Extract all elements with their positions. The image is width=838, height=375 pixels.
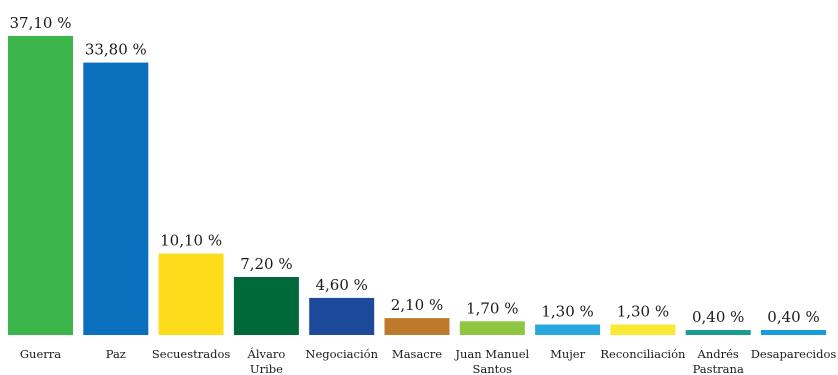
category-label-8: Reconciliación [600, 347, 686, 361]
value-label-5: 2,10 % [391, 296, 443, 314]
bar-4 [309, 297, 375, 335]
category-label-1: Paz [106, 347, 126, 361]
value-label-9: 0,40 % [692, 308, 744, 326]
value-label-3: 7,20 % [240, 255, 292, 273]
category-label-9-line-1: Pastrana [693, 362, 744, 375]
category-label-9-line-0: Andrés [697, 347, 739, 361]
category-label-6-line-1: Santos [473, 362, 513, 375]
bar-6 [459, 321, 525, 335]
value-label-2: 10,10 % [160, 232, 222, 250]
bar-0 [8, 36, 73, 335]
category-label-2: Secuestrados [152, 347, 230, 361]
bar-1 [83, 62, 149, 335]
bar-3 [233, 277, 299, 335]
category-label-3-line-1: Uribe [250, 362, 283, 375]
value-label-7: 1,30 % [541, 303, 593, 321]
bar-10 [761, 330, 826, 335]
category-label-6-line-0: Juan Manuel [454, 347, 529, 361]
value-label-0: 37,10 % [10, 14, 72, 32]
category-label-4: Negociación [305, 347, 378, 361]
value-label-8: 1,30 % [617, 303, 669, 321]
bar-7 [535, 324, 601, 335]
value-label-6: 1,70 % [466, 299, 518, 317]
value-label-1: 33,80 % [85, 41, 147, 59]
bar-9 [685, 330, 751, 335]
value-label-10: 0,40 % [767, 308, 819, 326]
category-label-7: Mujer [550, 347, 586, 361]
bar-5 [384, 318, 450, 335]
category-label-10: Desaparecidos [751, 347, 837, 361]
category-label-0: Guerra [20, 347, 61, 361]
bar-2 [158, 253, 224, 335]
value-label-4: 4,60 % [315, 276, 367, 294]
category-label-3-line-0: Álvaro [247, 347, 286, 361]
bar-8 [610, 324, 676, 335]
bars-group [8, 36, 826, 335]
value-labels-group: 37,10 % 33,80 % 10,10 % 7,20 % 4,60 % 2,10 % 1… [10, 14, 820, 326]
category-label-5: Masacre [392, 347, 442, 361]
